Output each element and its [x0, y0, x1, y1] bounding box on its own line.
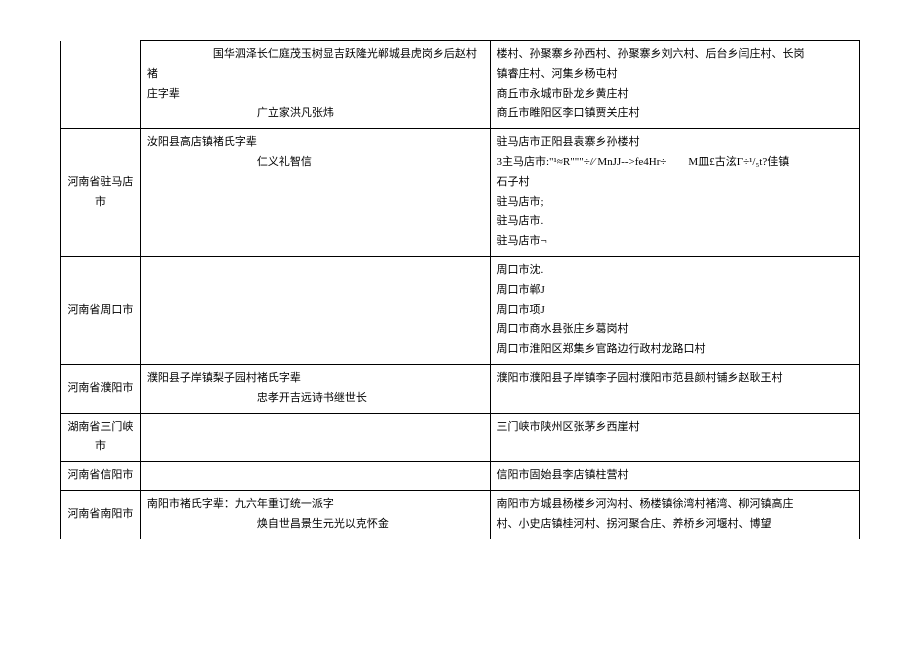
- text-line: 商丘市睢阳区李口镇贾关庄村: [497, 104, 854, 124]
- right-cell: 驻马店市正阳县袁寨乡孙楼村 3主马店市:"¹≈R"""÷/⁄ MnJJ-->fe…: [490, 129, 860, 257]
- table-row: 河南省周口市 周口市沈. 周口市郸J 周口市项J 周口市商水县张庄乡葛岗村 周口…: [61, 256, 860, 364]
- text-line: 驻马店市;: [497, 193, 854, 213]
- right-cell: 信阳市固始县李店镇柱营村: [490, 462, 860, 491]
- table-body: 国华泗泽长仁庭茂玉树显吉跃隆光郸城县虎岗乡后赵村褚 庄字辈 广立家洪凡张炜 楼村…: [61, 41, 860, 539]
- text-line: 周口市淮阳区郑集乡官路边行政村龙路口村: [497, 340, 854, 360]
- text-line: 驻马店市正阳县袁寨乡孙楼村: [497, 133, 854, 153]
- text-line: 商丘市永城市卧龙乡黄庄村: [497, 85, 854, 105]
- right-cell: 南阳市方城县杨楼乡河沟村、杨楼镇徐湾村褚湾、柳河镇高庄 村、小史店镇桂河村、拐河…: [490, 490, 860, 538]
- text-line: 村、小史店镇桂河村、拐河聚合庄、养桥乡河堰村、博望: [497, 515, 854, 535]
- text-line: 仁义礼智信: [147, 153, 484, 173]
- text-line: 濮阳县子岸镇梨子园村褚氏字辈: [147, 369, 484, 389]
- text-line: 焕自世昌景生元光以克怀金: [147, 515, 484, 535]
- text-line: 信阳市固始县李店镇柱营村: [497, 466, 854, 486]
- main-table: 国华泗泽长仁庭茂玉树显吉跃隆光郸城县虎岗乡后赵村褚 庄字辈 广立家洪凡张炜 楼村…: [60, 40, 860, 539]
- text-line: 三门峡市陕州区张茅乡西崖村: [497, 418, 854, 438]
- right-cell: 三门峡市陕州区张茅乡西崖村: [490, 413, 860, 462]
- text-line: 驻马店市.: [497, 212, 854, 232]
- text-line: 庄字辈: [147, 85, 484, 105]
- text-line: 周口市郸J: [497, 281, 854, 301]
- text-line: 南阳市褚氏字辈：九六年重订统一派字: [147, 495, 484, 515]
- middle-cell: [140, 462, 490, 491]
- table-row: 河南省驻马店市 汝阳县高店镇褚氏字辈 仁义礼智信 驻马店市正阳县袁寨乡孙楼村 3…: [61, 129, 860, 257]
- middle-cell: [140, 413, 490, 462]
- text-line: 广立家洪凡张炜: [147, 104, 484, 124]
- text-line: 国华泗泽长仁庭茂玉树显吉跃隆光郸城县虎岗乡后赵村褚: [147, 45, 484, 85]
- text-line: 忠孝开吉远诗书继世长: [147, 389, 484, 409]
- region-cell: [61, 41, 141, 129]
- text-line: 汝阳县高店镇褚氏字辈: [147, 133, 484, 153]
- text-line: 石子村: [497, 173, 854, 193]
- region-cell: 河南省周口市: [61, 256, 141, 364]
- text-line: 濮阳市濮阳县子岸镇李子园村濮阳市范县颜村铺乡赵耿王村: [497, 369, 854, 389]
- text-line: 周口市项J: [497, 301, 854, 321]
- middle-cell: 濮阳县子岸镇梨子园村褚氏字辈 忠孝开吉远诗书继世长: [140, 364, 490, 413]
- middle-cell: 国华泗泽长仁庭茂玉树显吉跃隆光郸城县虎岗乡后赵村褚 庄字辈 广立家洪凡张炜: [140, 41, 490, 129]
- right-cell: 濮阳市濮阳县子岸镇李子园村濮阳市范县颜村铺乡赵耿王村: [490, 364, 860, 413]
- text-line: 镇睿庄村、河集乡杨屯村: [497, 65, 854, 85]
- right-cell: 楼村、孙聚寨乡孙西村、孙聚寨乡刘六村、后台乡闫庄村、长岗 镇睿庄村、河集乡杨屯村…: [490, 41, 860, 129]
- region-cell: 河南省南阳市: [61, 490, 141, 538]
- table-row: 湖南省三门峡市 三门峡市陕州区张茅乡西崖村: [61, 413, 860, 462]
- table-row: 河南省南阳市 南阳市褚氏字辈：九六年重订统一派字 焕自世昌景生元光以克怀金 南阳…: [61, 490, 860, 538]
- region-cell: 河南省信阳市: [61, 462, 141, 491]
- table-row: 河南省濮阳市 濮阳县子岸镇梨子园村褚氏字辈 忠孝开吉远诗书继世长 濮阳市濮阳县子…: [61, 364, 860, 413]
- region-cell: 湖南省三门峡市: [61, 413, 141, 462]
- text-line: 南阳市方城县杨楼乡河沟村、杨楼镇徐湾村褚湾、柳河镇高庄: [497, 495, 854, 515]
- text-line: 周口市沈.: [497, 261, 854, 281]
- text-line: 驻马店市¬: [497, 232, 854, 252]
- region-cell: 河南省濮阳市: [61, 364, 141, 413]
- middle-cell: 南阳市褚氏字辈：九六年重订统一派字 焕自世昌景生元光以克怀金: [140, 490, 490, 538]
- table-row: 国华泗泽长仁庭茂玉树显吉跃隆光郸城县虎岗乡后赵村褚 庄字辈 广立家洪凡张炜 楼村…: [61, 41, 860, 129]
- right-cell: 周口市沈. 周口市郸J 周口市项J 周口市商水县张庄乡葛岗村 周口市淮阳区郑集乡…: [490, 256, 860, 364]
- text-line: 楼村、孙聚寨乡孙西村、孙聚寨乡刘六村、后台乡闫庄村、长岗: [497, 45, 854, 65]
- middle-cell: 汝阳县高店镇褚氏字辈 仁义礼智信: [140, 129, 490, 257]
- middle-cell: [140, 256, 490, 364]
- table-row: 河南省信阳市 信阳市固始县李店镇柱营村: [61, 462, 860, 491]
- text-line: 周口市商水县张庄乡葛岗村: [497, 320, 854, 340]
- text-line: 3主马店市:"¹≈R"""÷/⁄ MnJJ-->fe4Hr÷ M皿£古泫Γ÷¹/…: [497, 153, 854, 173]
- region-cell: 河南省驻马店市: [61, 129, 141, 257]
